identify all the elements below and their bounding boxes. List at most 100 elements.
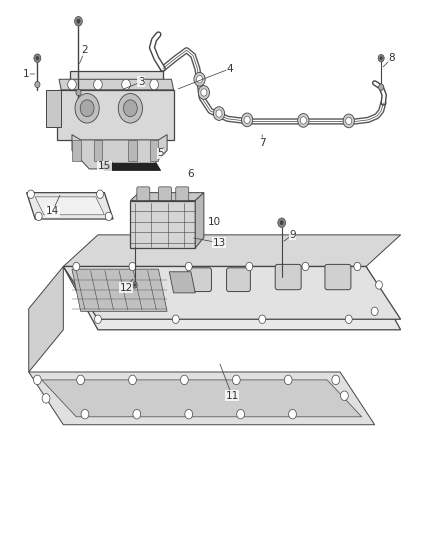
Circle shape: [298, 114, 309, 127]
Circle shape: [74, 17, 82, 26]
Circle shape: [75, 93, 99, 123]
Circle shape: [35, 82, 40, 88]
Circle shape: [244, 116, 250, 124]
Circle shape: [280, 220, 284, 225]
FancyBboxPatch shape: [187, 268, 212, 292]
Polygon shape: [46, 90, 61, 127]
Circle shape: [302, 262, 309, 271]
Polygon shape: [72, 135, 167, 169]
Polygon shape: [29, 266, 64, 372]
Circle shape: [33, 375, 41, 385]
Circle shape: [129, 262, 136, 271]
Circle shape: [97, 190, 103, 198]
Circle shape: [77, 375, 85, 385]
Circle shape: [198, 86, 209, 99]
FancyBboxPatch shape: [325, 264, 351, 290]
Circle shape: [259, 315, 266, 324]
Circle shape: [129, 375, 136, 385]
FancyBboxPatch shape: [159, 187, 171, 200]
FancyBboxPatch shape: [275, 264, 301, 290]
Circle shape: [124, 100, 137, 117]
Polygon shape: [131, 192, 204, 200]
Circle shape: [194, 72, 205, 86]
Polygon shape: [131, 200, 195, 248]
Circle shape: [122, 79, 131, 90]
Circle shape: [81, 409, 89, 419]
Circle shape: [233, 375, 240, 385]
Circle shape: [28, 190, 34, 198]
Circle shape: [105, 212, 112, 221]
Circle shape: [241, 113, 253, 127]
Circle shape: [289, 409, 297, 419]
Polygon shape: [64, 235, 401, 266]
Circle shape: [343, 114, 354, 128]
Polygon shape: [195, 192, 204, 248]
Circle shape: [95, 315, 101, 324]
Circle shape: [73, 262, 80, 271]
Circle shape: [185, 262, 192, 271]
Circle shape: [375, 281, 382, 289]
Text: 11: 11: [225, 391, 239, 401]
FancyBboxPatch shape: [226, 268, 251, 292]
Text: 10: 10: [208, 217, 221, 227]
Polygon shape: [70, 71, 163, 92]
Text: 9: 9: [289, 230, 296, 240]
Circle shape: [77, 19, 81, 23]
Polygon shape: [64, 266, 401, 330]
Circle shape: [378, 54, 384, 62]
Text: 14: 14: [46, 206, 59, 216]
Polygon shape: [57, 90, 173, 140]
Circle shape: [180, 375, 188, 385]
Circle shape: [132, 282, 137, 288]
Circle shape: [380, 56, 383, 60]
Circle shape: [185, 409, 193, 419]
Circle shape: [67, 79, 76, 90]
Circle shape: [246, 262, 253, 271]
Circle shape: [278, 218, 286, 228]
Text: 12: 12: [120, 282, 133, 293]
Circle shape: [354, 262, 361, 271]
Polygon shape: [27, 192, 113, 219]
Text: 3: 3: [138, 77, 145, 87]
Circle shape: [197, 76, 202, 83]
Circle shape: [118, 93, 142, 123]
Polygon shape: [72, 140, 81, 161]
Polygon shape: [29, 372, 374, 425]
FancyBboxPatch shape: [137, 187, 150, 200]
Circle shape: [213, 107, 225, 120]
Circle shape: [42, 393, 50, 403]
Text: 4: 4: [226, 64, 233, 74]
Polygon shape: [42, 380, 362, 417]
Text: 15: 15: [98, 161, 111, 171]
Circle shape: [94, 79, 102, 90]
Polygon shape: [72, 269, 167, 311]
Text: 8: 8: [389, 53, 395, 63]
Circle shape: [300, 117, 306, 124]
Polygon shape: [169, 272, 195, 293]
Circle shape: [284, 375, 292, 385]
Circle shape: [345, 315, 352, 324]
Circle shape: [35, 56, 39, 60]
Text: 1: 1: [23, 69, 30, 79]
Circle shape: [134, 284, 136, 287]
Circle shape: [216, 110, 222, 117]
Polygon shape: [128, 140, 137, 161]
Polygon shape: [35, 197, 104, 215]
Circle shape: [133, 409, 141, 419]
Circle shape: [34, 54, 41, 62]
Circle shape: [378, 84, 384, 90]
Polygon shape: [100, 163, 161, 171]
Circle shape: [340, 391, 348, 400]
Polygon shape: [94, 140, 102, 161]
Circle shape: [346, 117, 352, 125]
Text: 6: 6: [187, 169, 194, 179]
Text: 5: 5: [157, 148, 164, 158]
Circle shape: [237, 409, 244, 419]
Circle shape: [201, 89, 207, 96]
Circle shape: [332, 375, 339, 385]
Circle shape: [80, 100, 94, 117]
Text: 2: 2: [81, 45, 88, 55]
Circle shape: [35, 212, 42, 221]
Text: 13: 13: [212, 238, 226, 248]
Circle shape: [371, 307, 378, 316]
